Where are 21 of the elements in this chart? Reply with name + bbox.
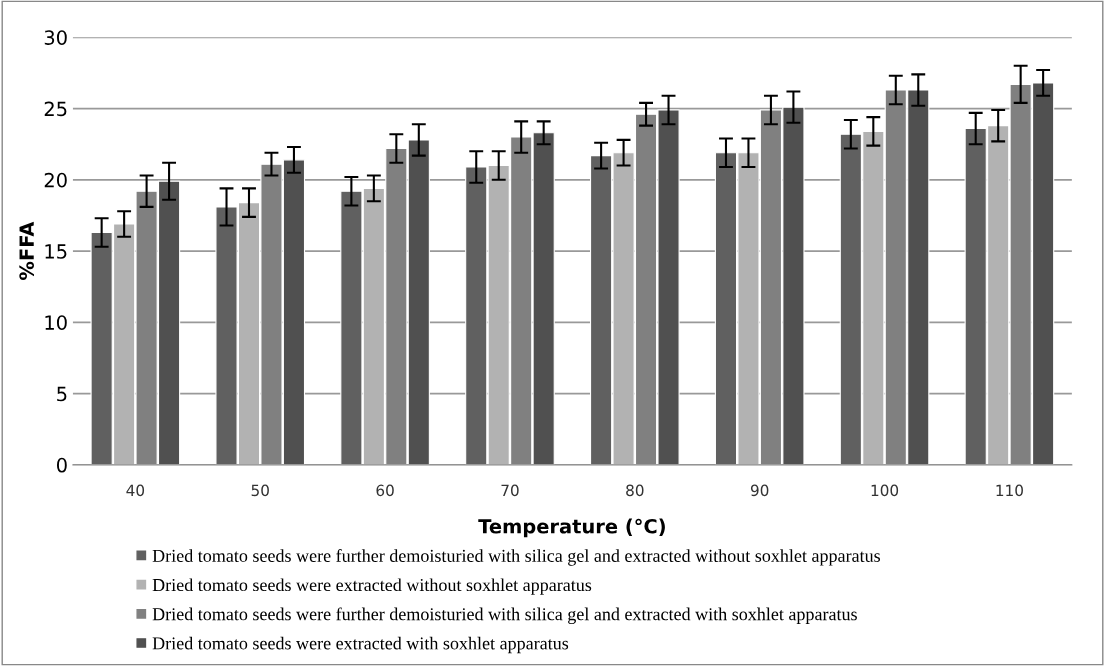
y-tick-label: 15 [45, 244, 67, 259]
x-tick-label: 70 [501, 484, 519, 497]
y-tick-label: 25 [44, 101, 67, 117]
x-tick-label: 50 [251, 484, 269, 497]
x-tick-label: 80 [626, 484, 644, 497]
legend-label: Dried tomato seeds were further demoisturied with silica gel and extracted without soxhlet apparatus [152, 549, 880, 566]
x-tick-label: 90 [750, 484, 769, 497]
x-tick-label: 60 [376, 484, 394, 497]
legend-label: Dried tomato seeds were further demoisturied with silica gel and extracted with soxhlet apparatus [152, 607, 857, 625]
x-tick-label: 100 [871, 484, 899, 497]
x-tick-label: 110 [996, 484, 1023, 497]
legend-label: Dried tomato seeds were extracted without soxhlet apparatus [152, 578, 592, 595]
y-tick-label: 5 [57, 386, 67, 402]
y-axis-title: %FFA [19, 221, 34, 280]
y-tick-label: 10 [45, 315, 67, 331]
x-axis-title: Temperature (°C) [478, 518, 665, 538]
legend-label: Dried tomato seeds were extracted with soxhlet apparatus [152, 636, 569, 654]
y-tick-label: 0 [56, 457, 67, 473]
y-tick-label: 20 [44, 172, 67, 188]
y-tick-label: 30 [44, 30, 67, 45]
x-tick-label: 40 [126, 484, 145, 497]
